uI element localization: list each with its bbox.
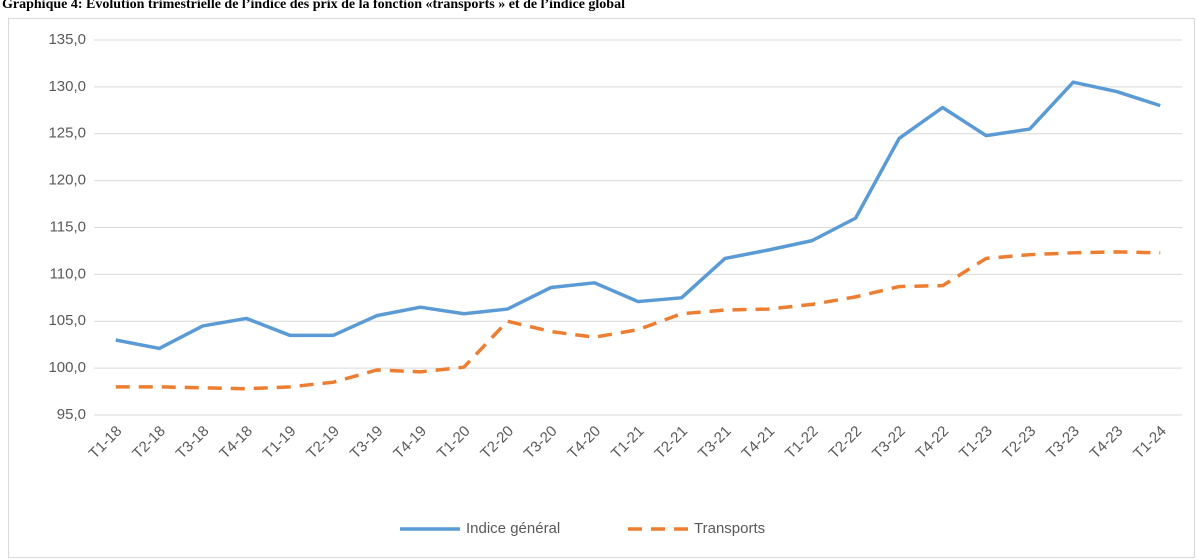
legend-label: Transports (694, 520, 765, 537)
series-line (115, 80, 1161, 351)
y-tick-label: 105,0 (48, 312, 86, 329)
y-tick-label: 110,0 (50, 265, 86, 282)
y-tick-label: 100,0 (48, 359, 86, 376)
y-tick-label: 135,0 (48, 31, 86, 48)
y-tick-label: 125,0 (48, 125, 86, 142)
legend-label: Indice général (466, 520, 560, 537)
y-tick-label: 130,0 (48, 78, 86, 95)
y-tick-label: 95,0 (57, 406, 86, 423)
chart-title: Graphique 4: Evolution trimestrielle de … (2, 0, 625, 12)
chart-frame (8, 18, 1195, 558)
y-tick-label: 120,0 (48, 172, 86, 189)
series-line (115, 250, 1161, 391)
y-tick-label: 115,0 (50, 218, 86, 235)
